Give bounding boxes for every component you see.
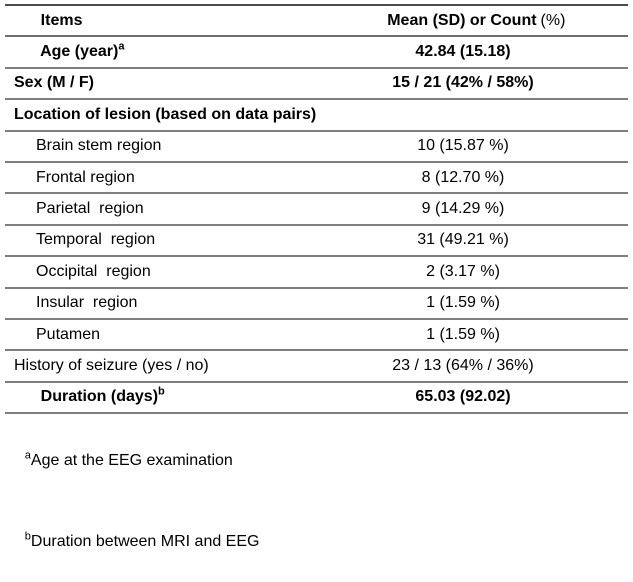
table-row-seizure-history: History of seizure (yes / no) 23 / 13 (6… — [5, 351, 628, 383]
footnote-b: bDuration between MRI and EEG — [7, 501, 627, 582]
item-label: History of seizure (yes / no) — [14, 356, 209, 374]
table-row-insular: Insular region 1 (1.59 %) — [5, 289, 628, 320]
item-label-text: Age (year) — [40, 43, 119, 61]
item-label: Occipital region — [36, 262, 151, 280]
item-value: 31 (49.21 %) — [417, 231, 509, 249]
footnote-marker-a: a — [118, 40, 125, 53]
column-header-value-bold: Mean (SD) or Count — [387, 11, 537, 29]
item-label: Temporal region — [36, 231, 156, 249]
item-label: Frontal region — [36, 168, 135, 186]
item-label: Insular region — [36, 294, 138, 312]
table-header-row: Items Mean (SD) or Count (%) — [5, 6, 628, 38]
footnote-a-text: Age at the EEG examination — [30, 452, 233, 469]
table-row-temporal: Temporal region 31 (49.21 %) — [5, 226, 628, 258]
table-row-occipital: Occipital region 2 (3.17 %) — [5, 257, 628, 289]
item-value: 9 (14.29 %) — [421, 200, 505, 218]
table-row-parietal: Parietal region 9 (14.29 %) — [5, 194, 628, 226]
item-label: Age (year)a — [5, 28, 298, 76]
column-header-items-label: Items — [40, 11, 83, 29]
item-label-text: Duration (days) — [40, 388, 159, 406]
column-header-items: Items — [5, 0, 298, 45]
item-label: Duration (days)b — [5, 373, 298, 421]
item-label: Putamen — [36, 325, 101, 343]
column-header-value: Mean (SD) or Count (%) — [298, 0, 628, 45]
item-value: 1 (1.59 %) — [426, 325, 500, 343]
item-value: 65.03 (92.02) — [415, 388, 511, 406]
footnote-b-text: Duration between MRI and EEG — [30, 533, 260, 550]
item-label: Sex (M / F) — [14, 74, 95, 92]
table-row-putamen: Putamen 1 (1.59 %) — [5, 320, 628, 352]
table-row-frontal: Frontal region 8 (12.70 %) — [5, 163, 628, 195]
footnote-marker-b: b — [158, 386, 165, 399]
table-row-sex: Sex (M / F) 15 / 21 (42% / 58%) — [5, 69, 628, 101]
item-label: Parietal region — [36, 200, 144, 218]
footnote-a: aAge at the EEG examination — [7, 420, 627, 501]
demographics-table: Items Mean (SD) or Count (%) Age (year)a … — [5, 4, 628, 415]
table-row-location-group-header: Location of lesion (based on data pairs) — [5, 100, 628, 132]
group-header-label: Location of lesion (based on data pairs) — [14, 105, 317, 123]
item-value: 15 / 21 (42% / 58%) — [392, 74, 534, 92]
table-row-brain-stem: Brain stem region 10 (15.87 %) — [5, 132, 628, 163]
footnote-a-marker: a — [24, 449, 31, 462]
item-value: 10 (15.87 %) — [417, 137, 509, 155]
column-header-value-light: (%) — [540, 11, 566, 29]
table-footnotes: aAge at the EEG examination bDuration be… — [7, 420, 627, 582]
item-value: 42.84 (15.18) — [415, 43, 511, 61]
table-row-duration: Duration (days)b 65.03 (92.02) — [5, 383, 628, 415]
item-value: 8 (12.70 %) — [421, 168, 505, 186]
item-value: 1 (1.59 %) — [426, 294, 500, 312]
item-value: 2 (3.17 %) — [426, 262, 500, 280]
item-value: 23 / 13 (64% / 36%) — [392, 356, 534, 374]
table-row-age: Age (year)a 42.84 (15.18) — [5, 37, 628, 69]
item-label: Brain stem region — [36, 137, 162, 155]
